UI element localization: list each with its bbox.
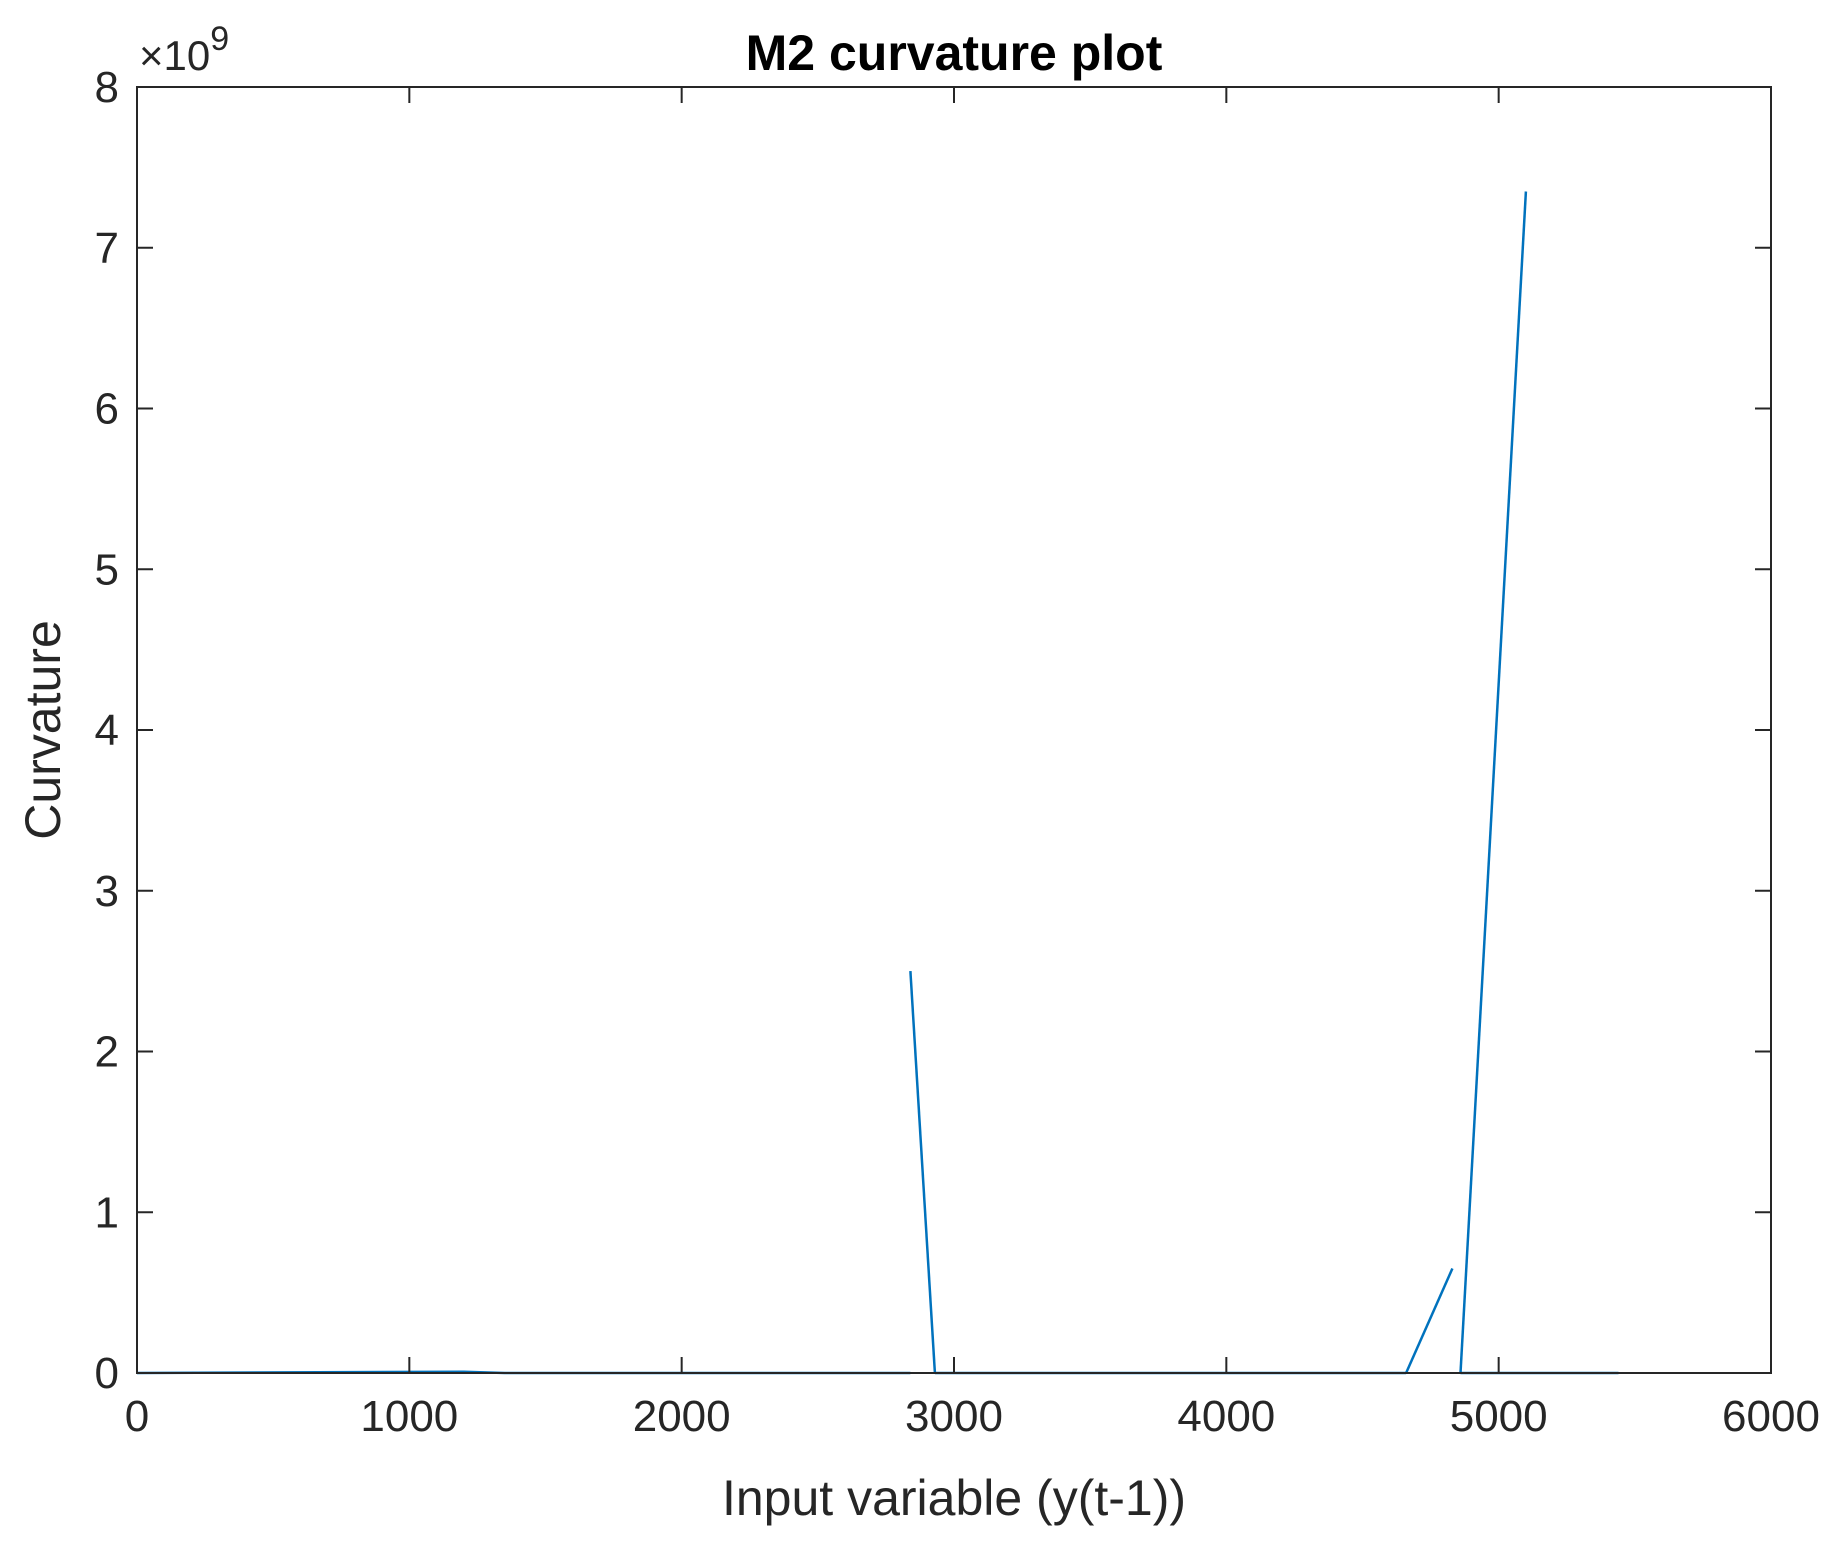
x-tick-label: 3000: [905, 1392, 1003, 1441]
series-line-segment: [1459, 191, 1528, 1374]
x-tick-label: 0: [125, 1392, 149, 1441]
y-tick-label: 3: [95, 867, 119, 916]
y-axis-exponent-base: ×10: [139, 32, 210, 79]
y-tick-label: 5: [95, 545, 119, 594]
y-axis-exponent: ×109: [139, 20, 229, 79]
y-tick-label: 6: [95, 385, 119, 434]
x-tick-label: 6000: [1722, 1392, 1820, 1441]
series-line-segment: [1404, 1267, 1454, 1374]
y-tick-label: 7: [95, 224, 119, 273]
series-line-segment: [909, 971, 937, 1374]
y-axis-label: Curvature: [15, 620, 71, 840]
chart-title: M2 curvature plot: [746, 25, 1163, 81]
x-tick-label: 5000: [1450, 1392, 1548, 1441]
y-tick-label: 4: [95, 706, 119, 755]
y-tick-label: 0: [95, 1349, 119, 1398]
x-tick-label: 4000: [1177, 1392, 1275, 1441]
y-tick-label: 2: [95, 1028, 119, 1077]
y-axis-exponent-power: 9: [210, 20, 229, 58]
axis-ticks: 0 1000 2000 3000 4000 5000 6000 0 1 2 3 4 5 6 7 8: [95, 63, 1820, 1441]
y-tick-label: 8: [95, 63, 119, 112]
x-axis-label: Input variable (y(t-1)): [722, 1470, 1186, 1526]
x-tick-label: 2000: [633, 1392, 731, 1441]
y-tick-label: 1: [95, 1188, 119, 1237]
x-tick-label: 1000: [360, 1392, 458, 1441]
